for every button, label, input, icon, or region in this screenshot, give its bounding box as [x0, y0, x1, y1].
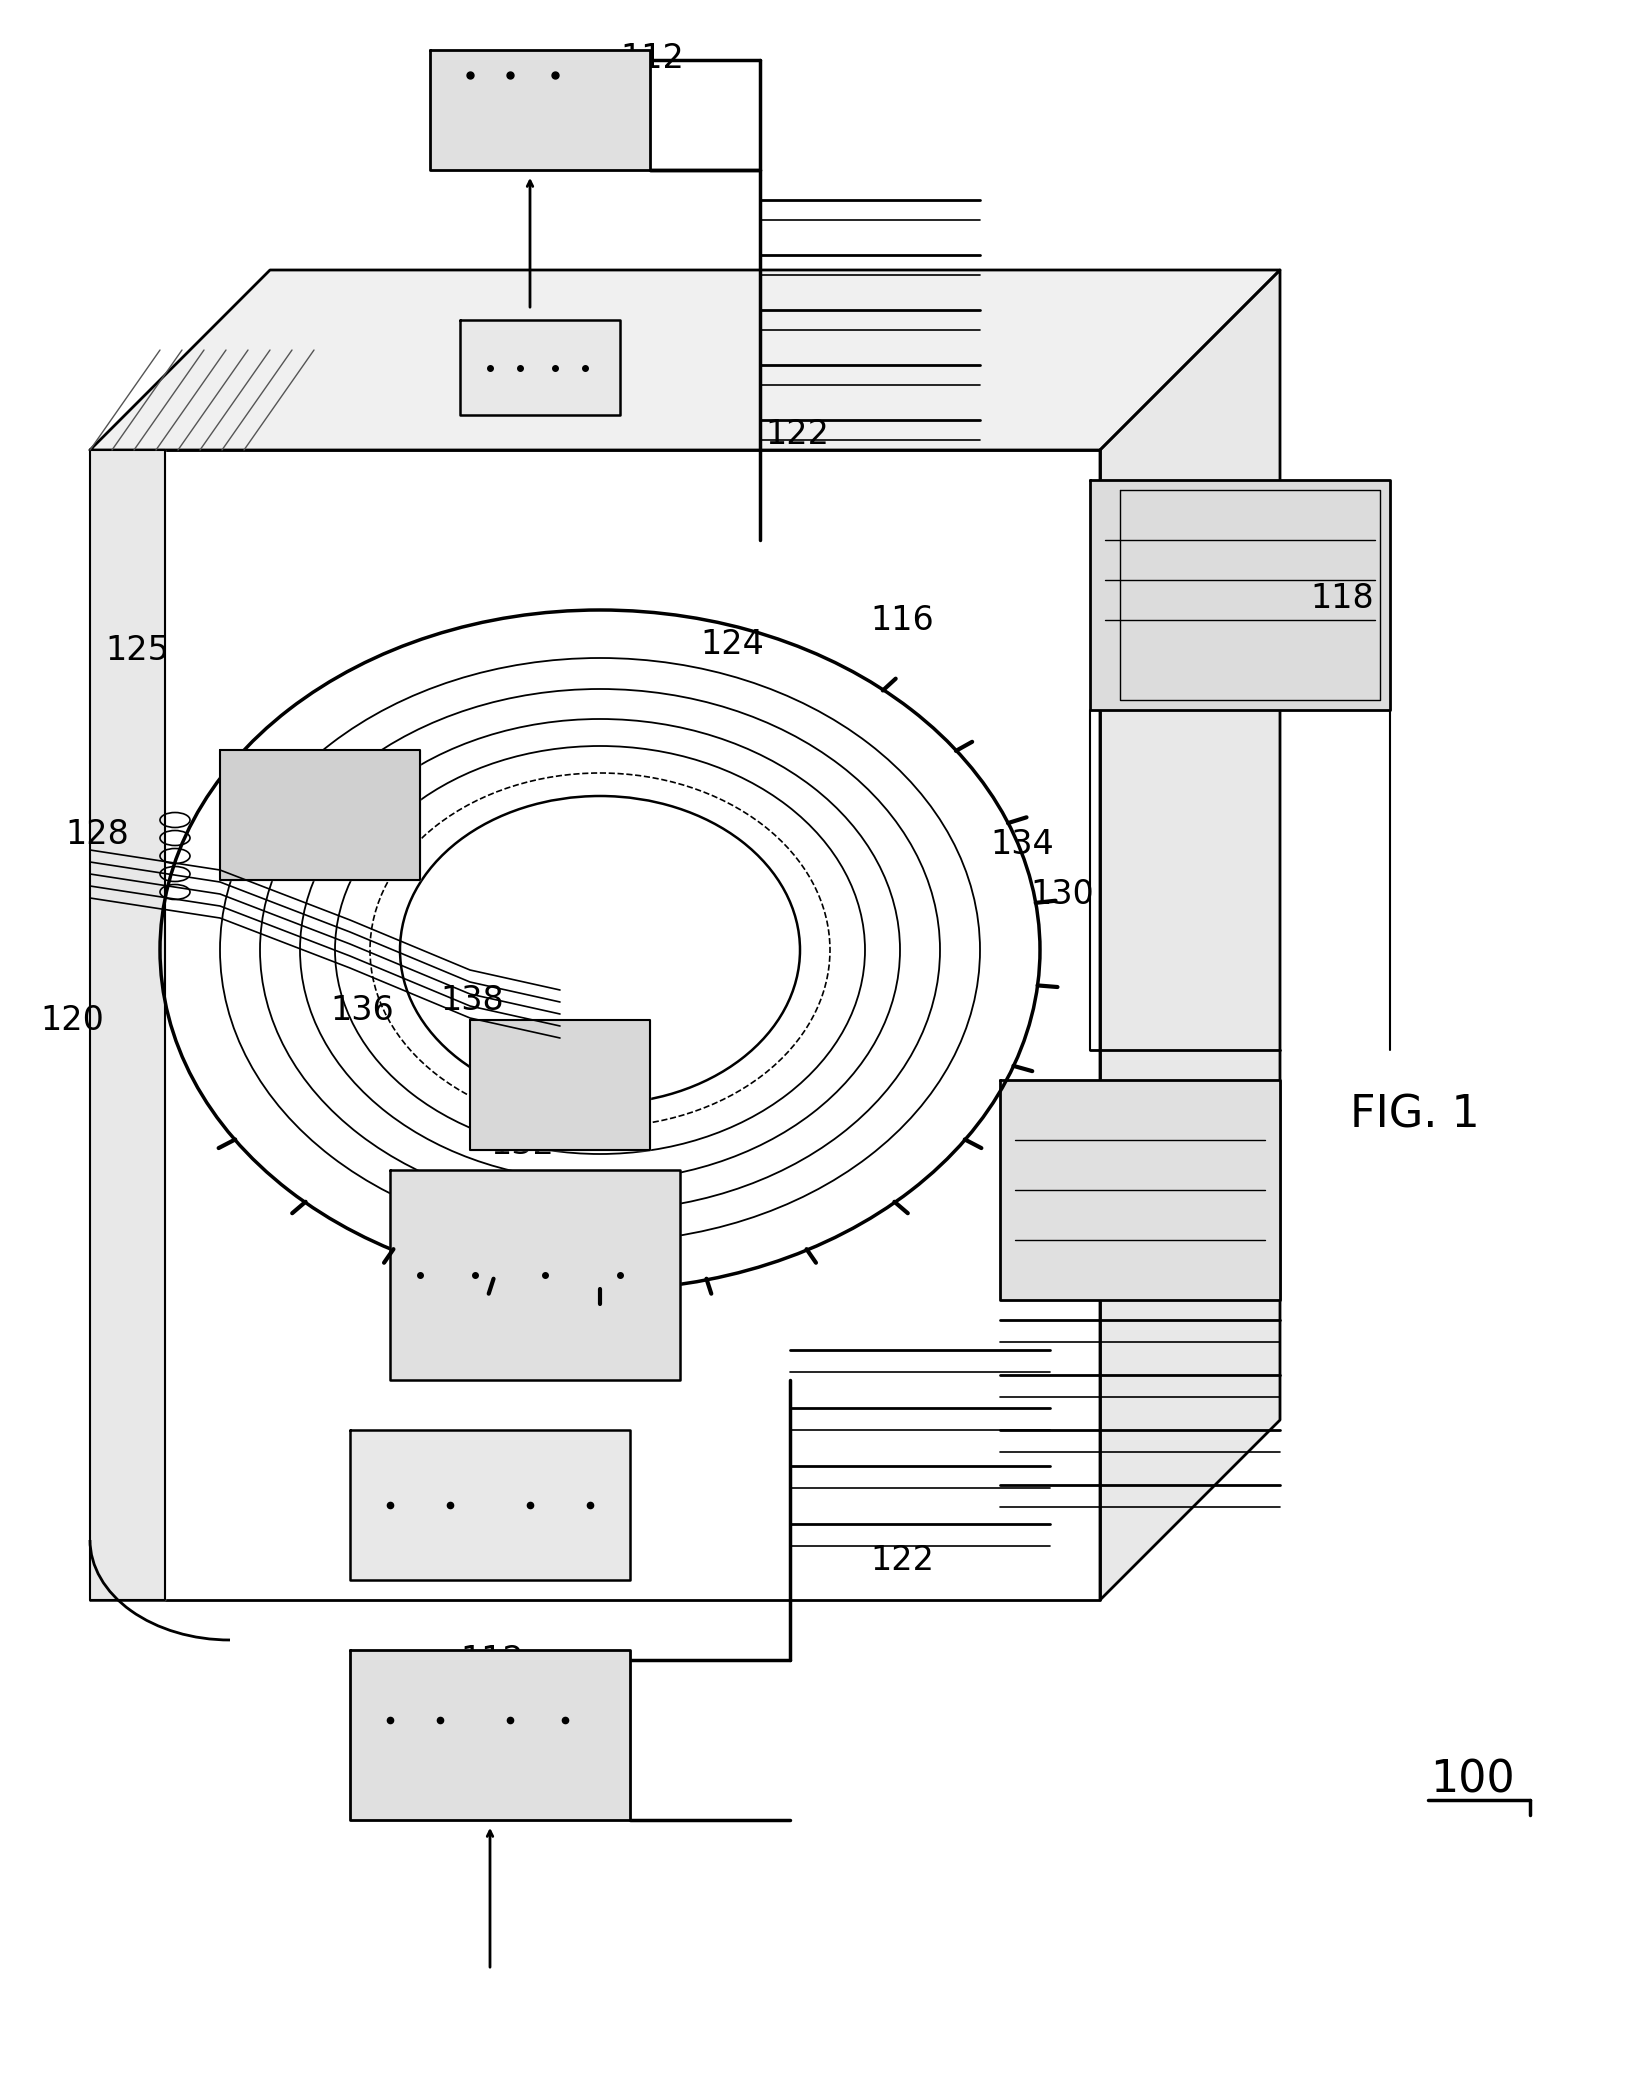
Polygon shape: [1000, 1079, 1279, 1300]
Text: 120: 120: [39, 1004, 105, 1037]
Text: 100: 100: [1430, 1758, 1515, 1802]
Polygon shape: [471, 1021, 650, 1150]
Polygon shape: [350, 1431, 631, 1581]
Polygon shape: [1100, 271, 1279, 1600]
Polygon shape: [430, 50, 650, 171]
Polygon shape: [1090, 479, 1391, 710]
Polygon shape: [221, 750, 420, 879]
Text: 112: 112: [619, 42, 685, 75]
Text: 122: 122: [765, 419, 828, 452]
Text: 116: 116: [869, 604, 933, 637]
Text: 125: 125: [105, 633, 168, 667]
Polygon shape: [350, 1650, 631, 1821]
Text: 118: 118: [1310, 581, 1374, 614]
Text: 134: 134: [990, 829, 1054, 862]
Text: 138: 138: [458, 1179, 521, 1212]
Text: 130: 130: [1029, 879, 1093, 912]
Text: FIG. 1: FIG. 1: [1350, 1094, 1480, 1137]
Text: 132: 132: [490, 1129, 554, 1162]
Polygon shape: [90, 450, 165, 1600]
Text: 122: 122: [869, 1544, 935, 1577]
Text: 138: 138: [440, 983, 503, 1017]
Text: 136: 136: [330, 994, 394, 1027]
Text: 128: 128: [65, 819, 129, 852]
Polygon shape: [90, 450, 1100, 1600]
Polygon shape: [391, 1171, 680, 1381]
Text: 124: 124: [699, 629, 763, 662]
Polygon shape: [461, 321, 619, 415]
Text: 112: 112: [461, 1643, 525, 1677]
Polygon shape: [90, 271, 1279, 450]
